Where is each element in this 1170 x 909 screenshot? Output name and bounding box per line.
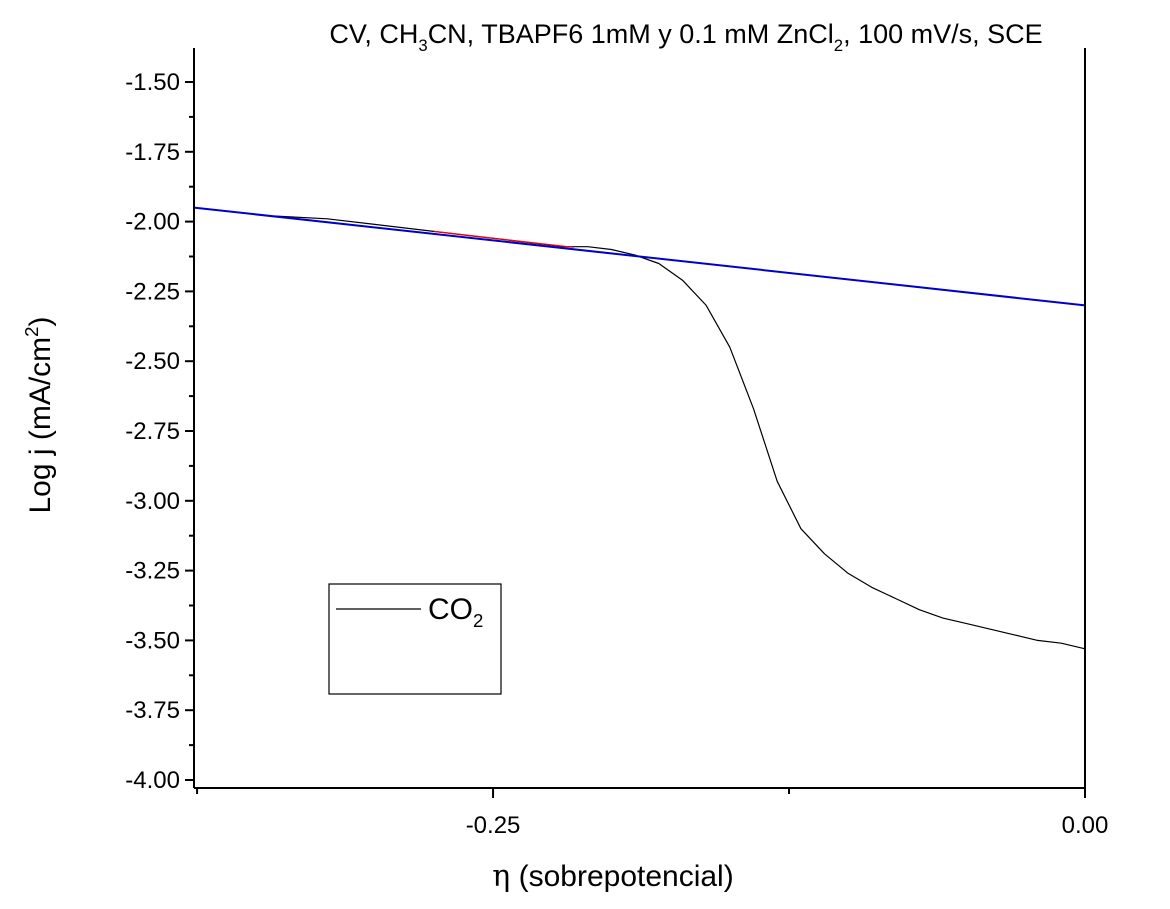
y-tick-label: -3.50 xyxy=(125,627,180,654)
x-axis-label: η (sobrepotencial) xyxy=(492,859,733,894)
plot-area: -1.50 -1.75 -2.00 -2.25 -2.50 -2.75 -3.00 -3.25… xyxy=(125,48,1108,839)
y-tick-label: -1.50 xyxy=(125,69,180,96)
y-tick-label: -3.00 xyxy=(125,488,180,515)
legend-label-co2: CO2 xyxy=(428,593,483,631)
y-tick-label: -3.75 xyxy=(125,697,180,724)
y-ticks: -1.50 -1.75 -2.00 -2.25 -2.50 -2.75 -3.00 -3.25… xyxy=(125,69,194,794)
x-tick-label: 0.00 xyxy=(1062,812,1109,839)
text-part: CV, CH xyxy=(329,19,418,49)
y-tick-label: -2.75 xyxy=(125,418,180,445)
series-segment-line xyxy=(433,230,574,248)
series-fit-line xyxy=(193,206,1086,307)
y-tick-label: -2.50 xyxy=(125,348,180,375)
text-part: CO xyxy=(428,593,473,626)
y-tick-label: -1.75 xyxy=(125,139,180,166)
text-part: 3 xyxy=(418,36,427,55)
text-part: Log j (mA/cm xyxy=(24,337,57,514)
text-part: ) xyxy=(24,316,57,326)
legend-box xyxy=(328,583,502,695)
y-tick-label: -4.00 xyxy=(125,767,180,794)
y-tick-label: -2.25 xyxy=(125,278,180,305)
y-tick-label: -3.25 xyxy=(125,558,180,585)
y-tick-label: -2.00 xyxy=(125,209,180,236)
text-part: CN, TBAPF6 1mM y 0.1 mM ZnCl xyxy=(428,19,834,49)
x-ticks: -0.25 0.00 xyxy=(196,788,1109,839)
text-part: , 100 mV/s, SCE xyxy=(843,19,1043,49)
y-axis-label: Log j (mA/cm2) xyxy=(21,316,57,513)
chart-title: CV, CH3CN, TBAPF6 1mM y 0.1 mM ZnCl2, 10… xyxy=(329,19,1042,55)
x-label-text: (sobrepotencial) xyxy=(510,860,733,893)
text-part: 2 xyxy=(834,36,843,55)
x-tick-label: -0.25 xyxy=(466,812,521,839)
x-label-symbol: η xyxy=(492,859,510,894)
legend: CO2 xyxy=(328,583,502,695)
text-part: 2 xyxy=(473,610,483,631)
series-layer xyxy=(193,206,1086,650)
text-part: 2 xyxy=(21,326,42,336)
